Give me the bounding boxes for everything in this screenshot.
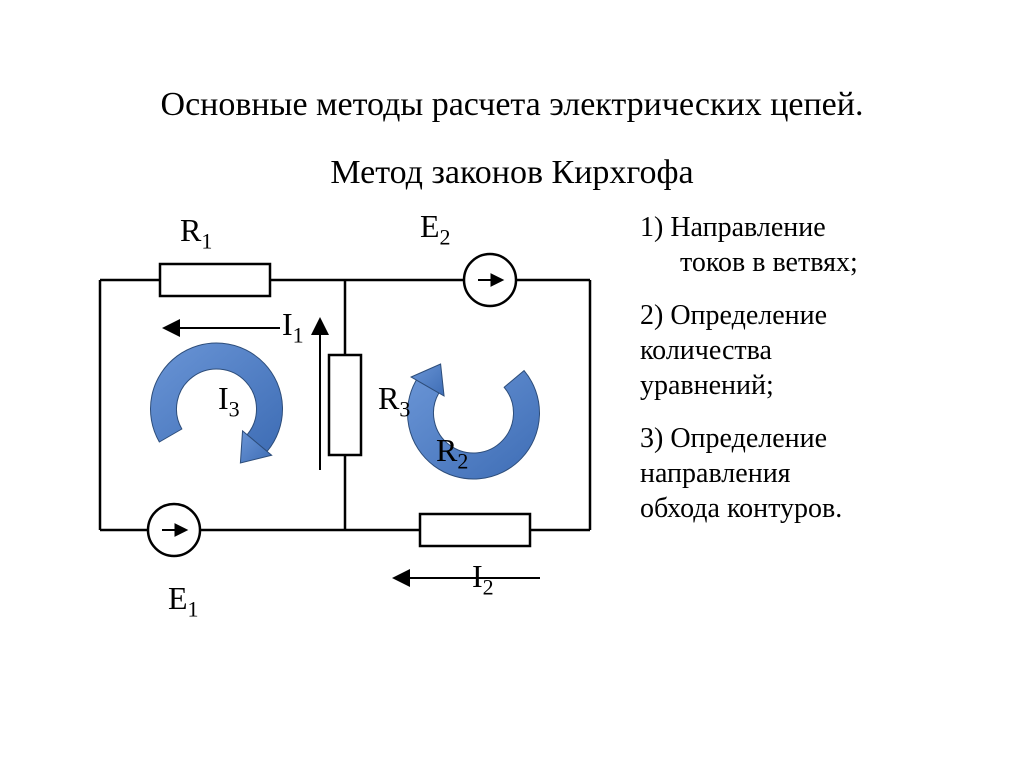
circuit-svg bbox=[80, 200, 620, 650]
label-I1: I1 bbox=[282, 306, 304, 348]
label-R1: R1 bbox=[180, 212, 212, 254]
label-E1: E1 bbox=[168, 580, 199, 622]
step-2: 2) Определение количества уравнений; bbox=[640, 298, 970, 403]
step-1: 1) Направление токов в ветвях; bbox=[640, 210, 970, 280]
label-I3: I3 bbox=[218, 380, 240, 422]
page-subtitle: Метод законов Кирхгофа bbox=[0, 154, 1024, 192]
circuit-diagram: R1 E2 I1 I3 R3 R2 E1 I2 bbox=[80, 200, 620, 650]
steps-list: 1) Направление токов в ветвях; 2) Опреде… bbox=[640, 210, 970, 544]
label-E2: E2 bbox=[420, 208, 451, 250]
label-I2: I2 bbox=[472, 558, 494, 600]
label-R2: R2 bbox=[436, 432, 468, 474]
step-3: 3) Определение направления обхода контур… bbox=[640, 421, 970, 526]
page-title: Основные методы расчета электрических це… bbox=[0, 86, 1024, 124]
label-R3: R3 bbox=[378, 380, 410, 422]
